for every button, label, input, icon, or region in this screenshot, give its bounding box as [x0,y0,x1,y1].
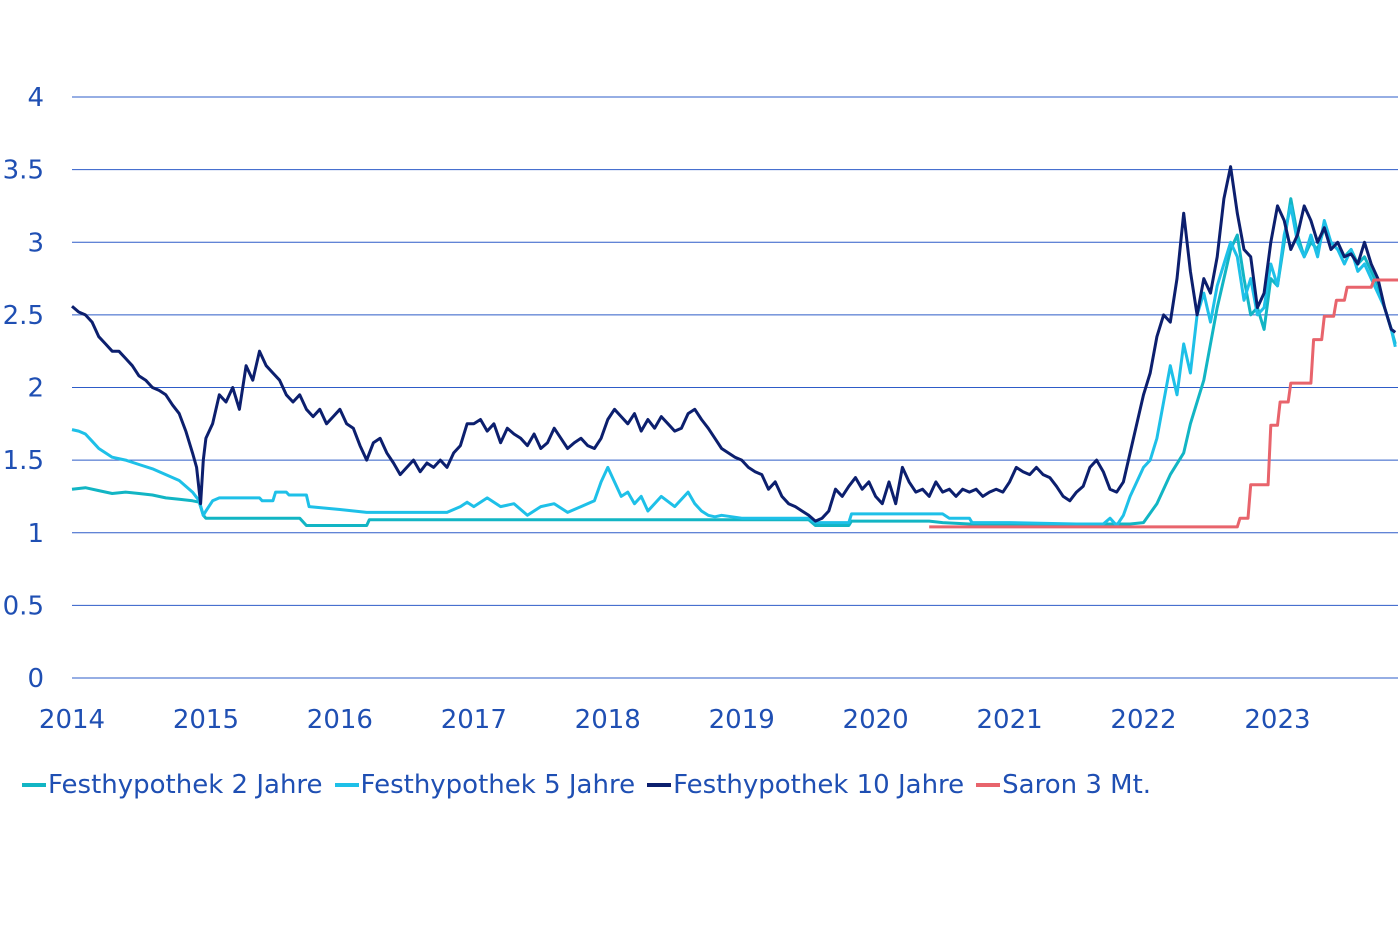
x-tick-label: 2017 [441,705,507,735]
y-tick-label: 0.5 [3,591,44,621]
legend-swatch-10-jahre [647,783,672,787]
x-tick-label: 2016 [307,705,373,735]
legend-swatch-5-jahre [334,783,359,787]
y-tick-label: 3 [27,228,44,258]
y-tick-label: 3.5 [3,156,44,186]
x-tick-label: 2022 [1110,705,1176,735]
y-tick-label: 4 [27,83,44,113]
y-tick-label: 1 [27,519,44,549]
legend-swatch-saron [976,783,1001,787]
legend-item-10-jahre: Festhypothek 10 Jahre [647,770,964,800]
x-tick-label: 2018 [575,705,641,735]
x-tick-label: 2019 [709,705,775,735]
y-tick-label: 2 [27,374,44,404]
x-tick-label: 2021 [976,705,1042,735]
legend-swatch-2-jahre [22,783,46,787]
legend-item-saron: Saron 3 Mt. [976,770,1151,800]
x-tick-label: 2014 [39,705,105,735]
legend: Festhypothek 2 Jahre Festhypothek 5 Jahr… [22,770,1163,800]
y-tick-label: 0 [27,664,44,694]
y-tick-label: 1.5 [3,446,44,476]
legend-label-2-jahre: Festhypothek 2 Jahre [48,770,323,800]
x-tick-label: 2020 [843,705,909,735]
plot-area: 0 0.5 1 1.5 2 2.5 3 3.5 4 2014 2015 2016 2017 2018 201… [3,83,1398,735]
y-tick-label: 2.5 [3,301,44,331]
legend-label-5-jahre: Festhypothek 5 Jahre [360,770,636,800]
series-line-3 [929,278,1398,529]
series-line-1 [71,204,1397,527]
legend-label-saron: Saron 3 Mt. [1002,770,1152,800]
legend-item-5-jahre: Festhypothek 5 Jahre [334,770,636,800]
series-line-0 [71,197,1397,527]
series-line-2 [71,165,1397,523]
legend-label-10-jahre: Festhypothek 10 Jahre [673,770,965,800]
x-tick-label: 2015 [173,705,239,735]
x-tick-label: 2023 [1244,705,1310,735]
legend-item-2-jahre: Festhypothek 2 Jahre [22,770,323,800]
